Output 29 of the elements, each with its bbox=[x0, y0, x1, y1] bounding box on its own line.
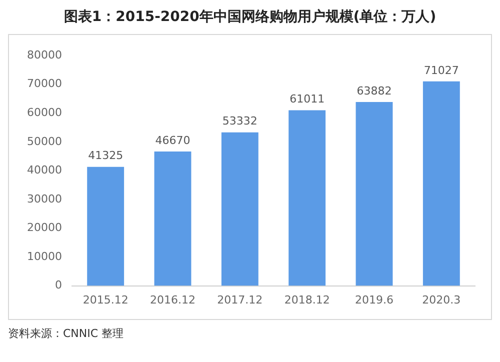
y-tick-label: 50000 bbox=[26, 134, 62, 148]
y-tick-label: 30000 bbox=[26, 192, 62, 206]
bar bbox=[288, 110, 326, 286]
bar bbox=[154, 152, 192, 286]
bar bbox=[422, 81, 460, 286]
x-tick-label: 2018.12 bbox=[284, 293, 330, 306]
bar bbox=[356, 102, 393, 286]
data-label: 71027 bbox=[424, 64, 459, 77]
y-tick-label: 0 bbox=[54, 278, 62, 292]
x-tick-label: 2020.3 bbox=[422, 293, 461, 306]
x-tick-label: 2017.12 bbox=[217, 293, 263, 306]
y-tick-label: 20000 bbox=[26, 221, 62, 234]
y-tick-label: 40000 bbox=[26, 164, 62, 177]
chart-title: 图表1：2015-2020年中国网络购物用户规模(单位：万人) bbox=[62, 8, 438, 26]
y-tick-label: 60000 bbox=[26, 106, 62, 120]
y-tick-label: 10000 bbox=[26, 250, 62, 263]
data-label: 61011 bbox=[290, 92, 325, 106]
y-tick-label: 80000 bbox=[26, 48, 62, 62]
bar bbox=[221, 132, 258, 286]
bar bbox=[87, 166, 124, 286]
x-tick-label: 2016.12 bbox=[150, 293, 196, 306]
x-tick-label: 2019.6 bbox=[355, 293, 394, 306]
data-label: 41325 bbox=[88, 149, 124, 162]
x-tick-label: 2015.12 bbox=[82, 293, 128, 306]
data-label: 46670 bbox=[155, 134, 190, 147]
y-tick-label: 70000 bbox=[26, 77, 62, 90]
text: 资料来源：CNNIC 整理 bbox=[8, 326, 125, 341]
data-label: 63882 bbox=[356, 84, 392, 98]
data-label: 53332 bbox=[222, 114, 258, 128]
